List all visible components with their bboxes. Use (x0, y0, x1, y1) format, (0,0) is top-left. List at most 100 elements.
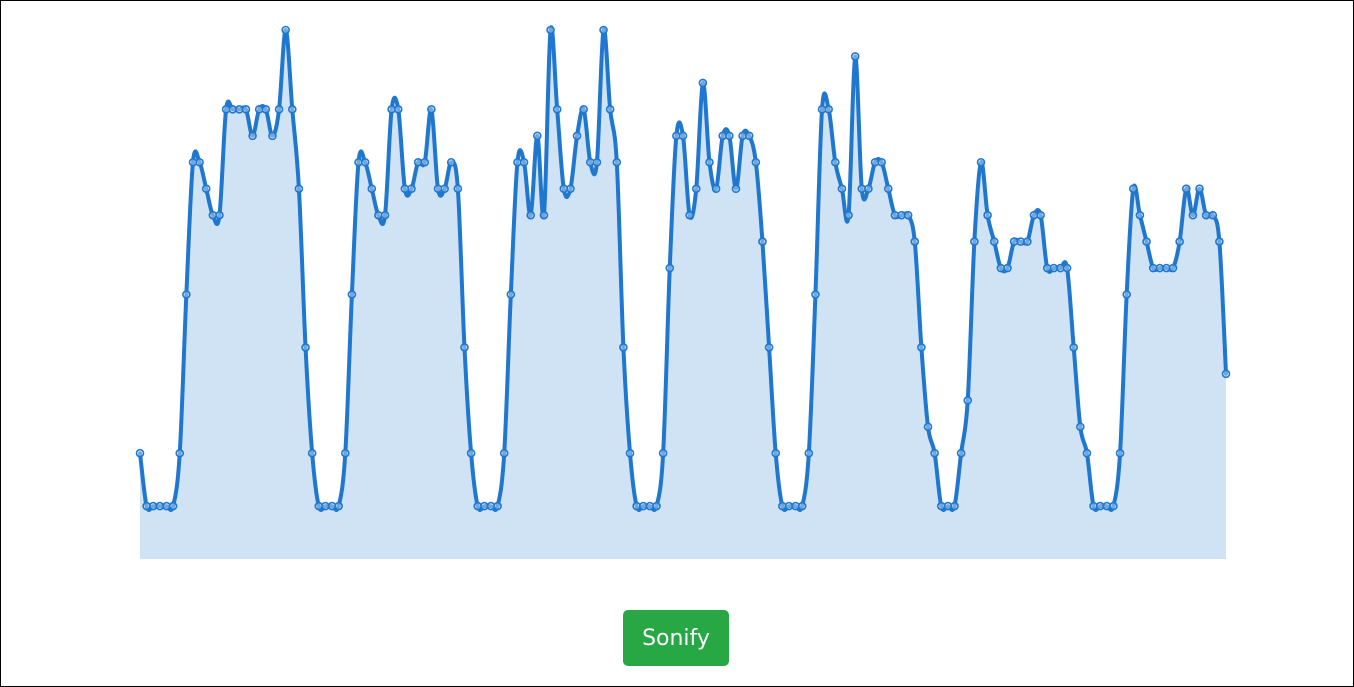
data-point (533, 131, 542, 141)
data-point (453, 184, 463, 193)
data-point (877, 157, 886, 167)
data-point (625, 448, 635, 458)
data-point (287, 105, 297, 114)
data-point (599, 25, 608, 35)
data-point (910, 237, 920, 246)
data-point (917, 343, 926, 352)
data-point (1003, 263, 1012, 273)
data-point (407, 184, 416, 193)
data-point (1082, 448, 1092, 458)
data-point (963, 395, 973, 405)
data-point (950, 501, 959, 511)
data-point (274, 105, 284, 114)
data-point (460, 343, 469, 352)
data-point (301, 343, 310, 352)
data-point (930, 448, 939, 458)
data-point (427, 105, 436, 114)
area-chart (135, 25, 1231, 560)
data-point (135, 448, 145, 458)
data-point (248, 131, 257, 141)
data-point (307, 448, 317, 458)
data-point (393, 105, 403, 114)
data-point (261, 105, 271, 114)
data-point (1195, 184, 1204, 193)
data-point (1122, 290, 1131, 299)
data-point (281, 25, 290, 35)
data-point (380, 210, 390, 220)
data-point (923, 422, 933, 432)
data-point (970, 237, 979, 246)
data-point (758, 237, 767, 246)
data-point (493, 501, 502, 511)
data-point (652, 501, 661, 511)
data-point (182, 290, 191, 299)
data-point (175, 448, 185, 458)
data-point (864, 184, 873, 193)
data-point (526, 210, 536, 220)
area-fill (140, 27, 1226, 560)
data-point (837, 184, 847, 193)
data-point (1208, 210, 1218, 220)
data-point (824, 105, 833, 114)
data-point (572, 131, 582, 141)
data-point (705, 157, 714, 167)
data-point (956, 448, 966, 458)
data-point (420, 157, 430, 167)
data-point (201, 184, 211, 193)
data-point (1069, 343, 1078, 352)
data-point (811, 290, 820, 299)
data-point (1215, 237, 1224, 246)
data-point (506, 290, 516, 299)
data-point (1076, 422, 1085, 432)
data-point (830, 157, 840, 167)
data-point (579, 105, 588, 114)
data-point (883, 184, 893, 193)
data-point (619, 343, 628, 352)
data-point (1023, 237, 1032, 246)
data-point (294, 184, 304, 193)
sonify-button[interactable]: Sonify (623, 610, 729, 666)
data-point (844, 210, 853, 220)
data-point (983, 210, 992, 220)
data-point (1109, 501, 1118, 511)
data-point (347, 290, 357, 299)
data-point (168, 501, 178, 511)
data-point (605, 105, 615, 114)
data-point (1135, 210, 1145, 220)
data-point (1221, 369, 1231, 379)
data-point (751, 157, 761, 167)
data-point (771, 448, 781, 458)
data-point (711, 184, 721, 193)
data-points (135, 25, 1231, 511)
data-point (367, 184, 377, 193)
data-point (1115, 448, 1125, 458)
data-point (658, 448, 668, 458)
data-point (1036, 210, 1045, 220)
data-point (797, 501, 807, 511)
data-point (195, 157, 204, 167)
data-point (731, 184, 741, 193)
data-point (592, 157, 602, 167)
data-point (440, 184, 449, 193)
data-point (566, 184, 575, 193)
data-point (519, 157, 529, 167)
data-point (698, 78, 708, 88)
data-point (268, 131, 277, 141)
data-point (499, 448, 509, 458)
data-point (764, 343, 774, 352)
data-point (1181, 184, 1191, 193)
data-point (804, 448, 814, 458)
data-point (685, 210, 694, 220)
data-point (1188, 210, 1198, 220)
data-point (539, 210, 549, 220)
data-point (903, 210, 913, 220)
data-point (241, 105, 251, 114)
data-point (976, 157, 986, 167)
data-point (725, 131, 734, 141)
data-point (340, 448, 350, 458)
data-point (546, 25, 555, 35)
series-line (138, 25, 1228, 512)
data-point (691, 184, 701, 193)
data-point (850, 52, 860, 61)
data-point (612, 157, 622, 167)
